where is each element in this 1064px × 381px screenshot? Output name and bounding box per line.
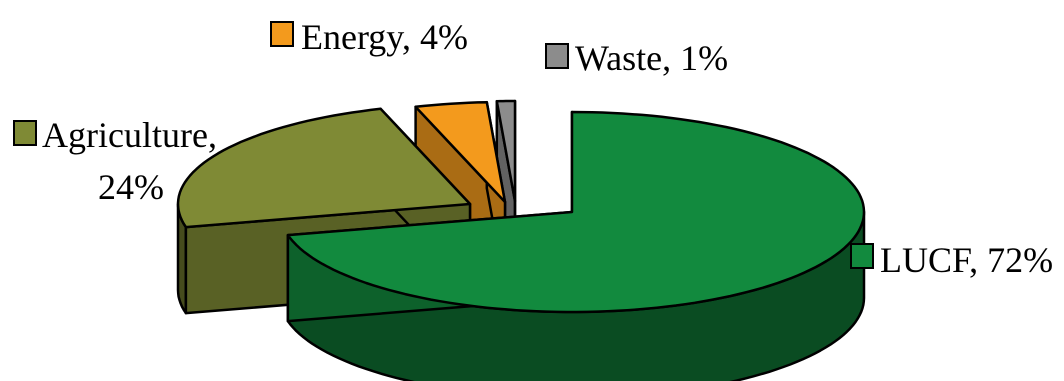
agriculture-label-line-1: Agriculture, — [42, 115, 217, 155]
agriculture-legend-swatch — [13, 120, 37, 146]
waste-top-face — [495, 99, 517, 203]
agriculture-label-line-2: 24% — [98, 167, 164, 207]
waste-label: Waste, 1% — [575, 38, 728, 78]
lucf-top-face — [286, 110, 866, 314]
waste-legend-swatch — [545, 43, 569, 69]
slices-layer — [176, 99, 866, 381]
lucf-legend-swatch — [850, 243, 874, 269]
energy-label: Energy, 4% — [301, 17, 468, 57]
labels-layer: Energy, 4% Waste, 1% Agriculture, 24% LU… — [13, 17, 1053, 280]
agriculture-top-face — [176, 107, 472, 229]
lucf-slice — [286, 110, 866, 381]
energy-legend-swatch — [270, 21, 294, 47]
energy-top-face — [414, 100, 507, 204]
lucf-label: LUCF, 72% — [880, 240, 1053, 280]
